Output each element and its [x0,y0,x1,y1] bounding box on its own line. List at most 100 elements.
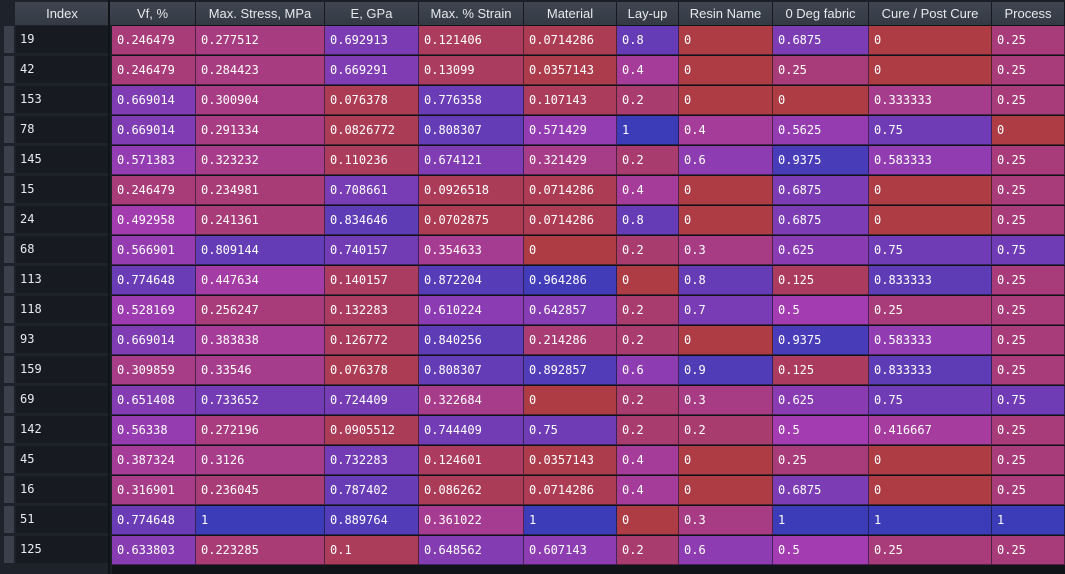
row-select-handle[interactable] [4,266,14,293]
row-select-handle[interactable] [4,26,14,53]
table-cell[interactable]: 0.121406 [419,26,524,55]
table-cell[interactable]: 0.75 [869,236,992,265]
table-cell[interactable]: 0.708661 [325,176,419,205]
row-select-handle[interactable] [4,506,14,533]
index-row[interactable]: 93 [0,325,109,354]
table-cell[interactable]: 0.140157 [325,266,419,295]
column-header-0-deg-fabric[interactable]: 0 Deg fabric [773,2,869,25]
table-cell[interactable]: 0.964286 [524,266,617,295]
table-cell[interactable]: 0 [869,206,992,235]
table-cell[interactable]: 0.4 [617,476,679,505]
table-cell[interactable]: 0.808307 [419,356,524,385]
table-cell[interactable]: 0.56338 [112,416,196,445]
row-select-handle[interactable] [4,416,14,443]
table-cell[interactable]: 0.3 [679,236,773,265]
index-row[interactable]: 15 [0,175,109,204]
table-cell[interactable]: 0.892857 [524,356,617,385]
table-cell[interactable]: 0.6875 [773,476,869,505]
table-cell[interactable]: 0 [679,176,773,205]
index-row[interactable]: 24 [0,205,109,234]
column-header-max-strain[interactable]: Max. % Strain [419,2,524,25]
index-row[interactable]: 159 [0,355,109,384]
table-cell[interactable]: 0.2 [617,146,679,175]
table-cell[interactable]: 0.5 [773,416,869,445]
table-cell[interactable]: 0.234981 [196,176,325,205]
table-cell[interactable]: 0.322684 [419,386,524,415]
table-cell[interactable]: 0 [679,326,773,355]
table-cell[interactable]: 0.9375 [773,146,869,175]
table-cell[interactable]: 0.132283 [325,296,419,325]
index-row[interactable]: 42 [0,55,109,84]
table-cell[interactable]: 0.316901 [112,476,196,505]
row-select-handle[interactable] [4,236,14,263]
table-cell[interactable]: 0.8 [679,266,773,295]
table-cell[interactable]: 0 [869,26,992,55]
row-select-handle[interactable] [4,206,14,233]
table-cell[interactable]: 0.25 [992,266,1065,295]
table-cell[interactable]: 0.0702875 [419,206,524,235]
table-cell[interactable]: 0.2 [617,236,679,265]
table-cell[interactable]: 0.25 [992,206,1065,235]
table-cell[interactable]: 1 [524,506,617,535]
table-cell[interactable]: 0.833333 [869,356,992,385]
table-cell[interactable]: 0 [773,86,869,115]
table-cell[interactable]: 0.0905512 [325,416,419,445]
table-cell[interactable]: 0.309859 [112,356,196,385]
table-cell[interactable]: 0.25 [992,26,1065,55]
table-cell[interactable]: 0.610224 [419,296,524,325]
table-cell[interactable]: 0.291334 [196,116,325,145]
index-row[interactable]: 51 [0,505,109,534]
table-cell[interactable]: 0.25 [773,446,869,475]
table-cell[interactable]: 0.246479 [112,56,196,85]
row-select-handle[interactable] [4,476,14,503]
table-cell[interactable]: 0.126772 [325,326,419,355]
table-cell[interactable]: 0.447634 [196,266,325,295]
table-cell[interactable]: 0.13099 [419,56,524,85]
table-cell[interactable]: 0.2 [617,86,679,115]
table-cell[interactable]: 0.076378 [325,356,419,385]
row-select-handle[interactable] [4,326,14,353]
table-cell[interactable]: 0.6875 [773,206,869,235]
table-cell[interactable]: 0.833333 [869,266,992,295]
index-row[interactable]: 118 [0,295,109,324]
table-cell[interactable]: 0.272196 [196,416,325,445]
table-cell[interactable]: 0.300904 [196,86,325,115]
table-cell[interactable]: 0 [992,116,1065,145]
table-cell[interactable]: 0.321429 [524,146,617,175]
table-cell[interactable]: 0.125 [773,266,869,295]
table-cell[interactable]: 0.674121 [419,146,524,175]
table-cell[interactable]: 0.086262 [419,476,524,505]
table-cell[interactable]: 0.75 [992,386,1065,415]
table-cell[interactable]: 0.277512 [196,26,325,55]
table-cell[interactable]: 0.25 [992,476,1065,505]
table-cell[interactable]: 0.6875 [773,176,869,205]
index-row[interactable]: 125 [0,535,109,564]
column-header-cure-post-cure[interactable]: Cure / Post Cure [869,2,992,25]
table-cell[interactable]: 0.383838 [196,326,325,355]
table-cell[interactable]: 1 [869,506,992,535]
index-row[interactable]: 145 [0,145,109,174]
index-row[interactable]: 19 [0,25,109,54]
table-cell[interactable]: 0.834646 [325,206,419,235]
table-cell[interactable]: 0.354633 [419,236,524,265]
table-cell[interactable]: 0.9375 [773,326,869,355]
table-cell[interactable]: 0.25 [992,176,1065,205]
table-cell[interactable]: 0.3126 [196,446,325,475]
table-cell[interactable]: 0.669014 [112,116,196,145]
row-select-handle[interactable] [4,536,14,563]
table-cell[interactable]: 0.724409 [325,386,419,415]
table-cell[interactable]: 0 [679,446,773,475]
table-cell[interactable]: 0.2 [679,416,773,445]
table-cell[interactable]: 0.246479 [112,176,196,205]
table-cell[interactable]: 0.732283 [325,446,419,475]
table-cell[interactable]: 0.75 [992,236,1065,265]
table-cell[interactable]: 0.492958 [112,206,196,235]
table-cell[interactable]: 0.2 [617,326,679,355]
table-cell[interactable]: 0.323232 [196,146,325,175]
table-cell[interactable]: 0.625 [773,386,869,415]
table-cell[interactable]: 0.3 [679,386,773,415]
table-cell[interactable]: 0 [679,206,773,235]
index-row[interactable]: 16 [0,475,109,504]
table-cell[interactable]: 0.6875 [773,26,869,55]
table-cell[interactable]: 0.889764 [325,506,419,535]
